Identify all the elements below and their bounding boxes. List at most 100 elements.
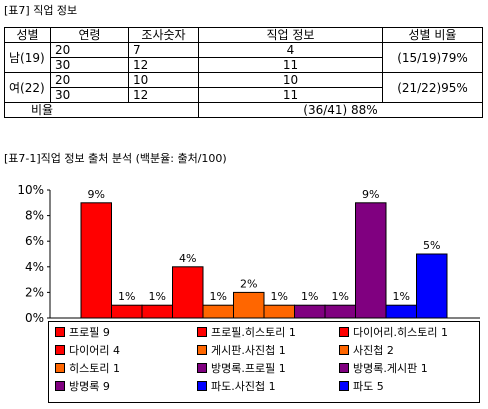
data-label: 9% [362,188,379,201]
bar [263,304,295,319]
legend-swatch [339,327,349,337]
data-label: 1% [149,290,166,303]
job-cell: 11 [198,57,383,73]
legend-swatch [197,381,207,391]
legend-item: 파도.사진첩 1 [197,380,276,394]
count-cell: 7 [128,42,199,58]
job-cell: 10 [198,72,383,88]
header-age: 연령 [50,27,129,43]
data-label: 1% [332,290,349,303]
data-label: 1% [271,290,288,303]
table-row: 남(19) 20 7 4 (15/19)79% [4,42,483,73]
legend-label: 다이어리.히스토리 1 [353,326,448,339]
data-label: 2% [240,277,257,290]
legend-swatch [55,327,65,337]
data-labels: 9% 1% 1% 4% 1% 2% 1% 1% 1% 9% 1% 5% [88,188,441,303]
legend-item: 방명록.프로필 1 [197,362,286,376]
legend-item: 프로필.히스토리 1 [197,326,296,340]
header-survey-count: 조사숫자 [128,27,199,43]
legend-item: 사진첩 2 [339,344,394,358]
data-label: 5% [423,239,440,252]
y-tick-label: 4% [25,260,44,274]
legend-item: 다이어리 4 [55,344,120,358]
legend-swatch [55,345,65,355]
bar [416,253,448,319]
footer-label: 비율 [4,102,199,118]
legend-label: 프로필 9 [69,326,110,339]
header-gender-ratio: 성별 비율 [382,27,483,43]
data-label: 9% [88,188,105,201]
table-header-row: 성별 연령 조사숫자 직업 정보 성별 비율 [4,27,483,43]
legend-swatch [339,363,349,373]
header-job-info: 직업 정보 [198,27,383,43]
bar [294,304,326,319]
data-label: 4% [179,252,196,265]
data-label: 1% [118,290,135,303]
count-cell: 12 [128,87,199,103]
table-row: 30 12 11 [5,87,483,103]
legend-item: 게시판.사진첩 1 [197,344,286,358]
bar [202,304,234,319]
legend-item: 프로필 9 [55,326,110,340]
legend-label: 게시판.사진첩 1 [211,344,286,357]
legend-label: 방명록 9 [69,380,110,393]
y-tick-label: 8% [25,209,44,223]
legend-item: 파도 5 [339,380,384,394]
legend-label: 방명록.게시판 1 [353,362,428,375]
legend-swatch [197,327,207,337]
legend-item: 다이어리.히스토리 1 [339,326,448,340]
age-cell: 30 [50,57,129,73]
footer-value: (36/41) 88% [198,102,483,118]
legend-item: 방명록.게시판 1 [339,362,428,376]
y-tick-label: 0% [25,311,44,322]
gender-cell: 남(19) [4,42,51,73]
bar [172,266,204,319]
age-cell: 20 [50,42,129,58]
table-caption: [표7] 직업 정보 [4,4,78,17]
data-label: 1% [210,290,227,303]
y-tick-label: 2% [25,285,44,299]
bar [355,202,387,319]
legend-item: 방명록 9 [55,380,110,394]
y-tick-label: 6% [25,234,44,248]
data-label: 1% [301,290,318,303]
bars [80,202,448,319]
bar [233,291,265,319]
legend-label: 사진첩 2 [353,344,394,357]
data-label: 1% [393,290,410,303]
bar [80,202,112,319]
header-gender: 성별 [4,27,51,43]
legend-swatch [197,345,207,355]
y-tick-label: 10% [17,183,44,197]
bar [385,304,417,319]
legend-label: 방명록.프로필 1 [211,362,286,375]
job-cell: 4 [198,42,383,58]
age-cell: 30 [50,87,129,103]
legend-label: 파도.사진첩 1 [211,380,276,393]
legend-label: 다이어리 4 [69,344,120,357]
gender-cell: 여(22) [4,72,51,103]
legend-swatch [55,363,65,373]
job-cell: 11 [198,87,383,103]
legend-label: 히스토리 1 [69,362,120,375]
legend-swatch [339,381,349,391]
job-info-table: 성별 연령 조사숫자 직업 정보 성별 비율 남(19) 20 7 4 (15/… [4,27,483,118]
bar-chart: 0% 2% 4% 6% 8% 10% 9% 1% 1% 4% 1% 2% 1% 1% 1% 9% 1% 5% [17,183,480,322]
table-row: 여(22) 20 10 10 (21/22)95% [4,72,483,103]
chart-legend: 프로필 9 프로필.히스토리 1 다이어리.히스토리 1 다이어리 4 게시판.사진첩 … [48,321,480,403]
legend-swatch [55,381,65,391]
age-cell: 20 [50,72,129,88]
count-cell: 10 [128,72,199,88]
bar [141,304,173,319]
bar [324,304,356,319]
legend-swatch [339,345,349,355]
chart-caption: [표7-1]직업 정보 출처 분석 (백분율: 출처/100) [4,152,227,165]
ratio-cell: (15/19)79% [382,42,483,73]
ratio-cell: (21/22)95% [382,72,483,103]
legend-label: 프로필.히스토리 1 [211,326,296,339]
legend-swatch [197,363,207,373]
legend-item: 히스토리 1 [55,362,120,376]
legend-label: 파도 5 [353,380,384,393]
count-cell: 12 [128,57,199,73]
bar [111,304,143,319]
